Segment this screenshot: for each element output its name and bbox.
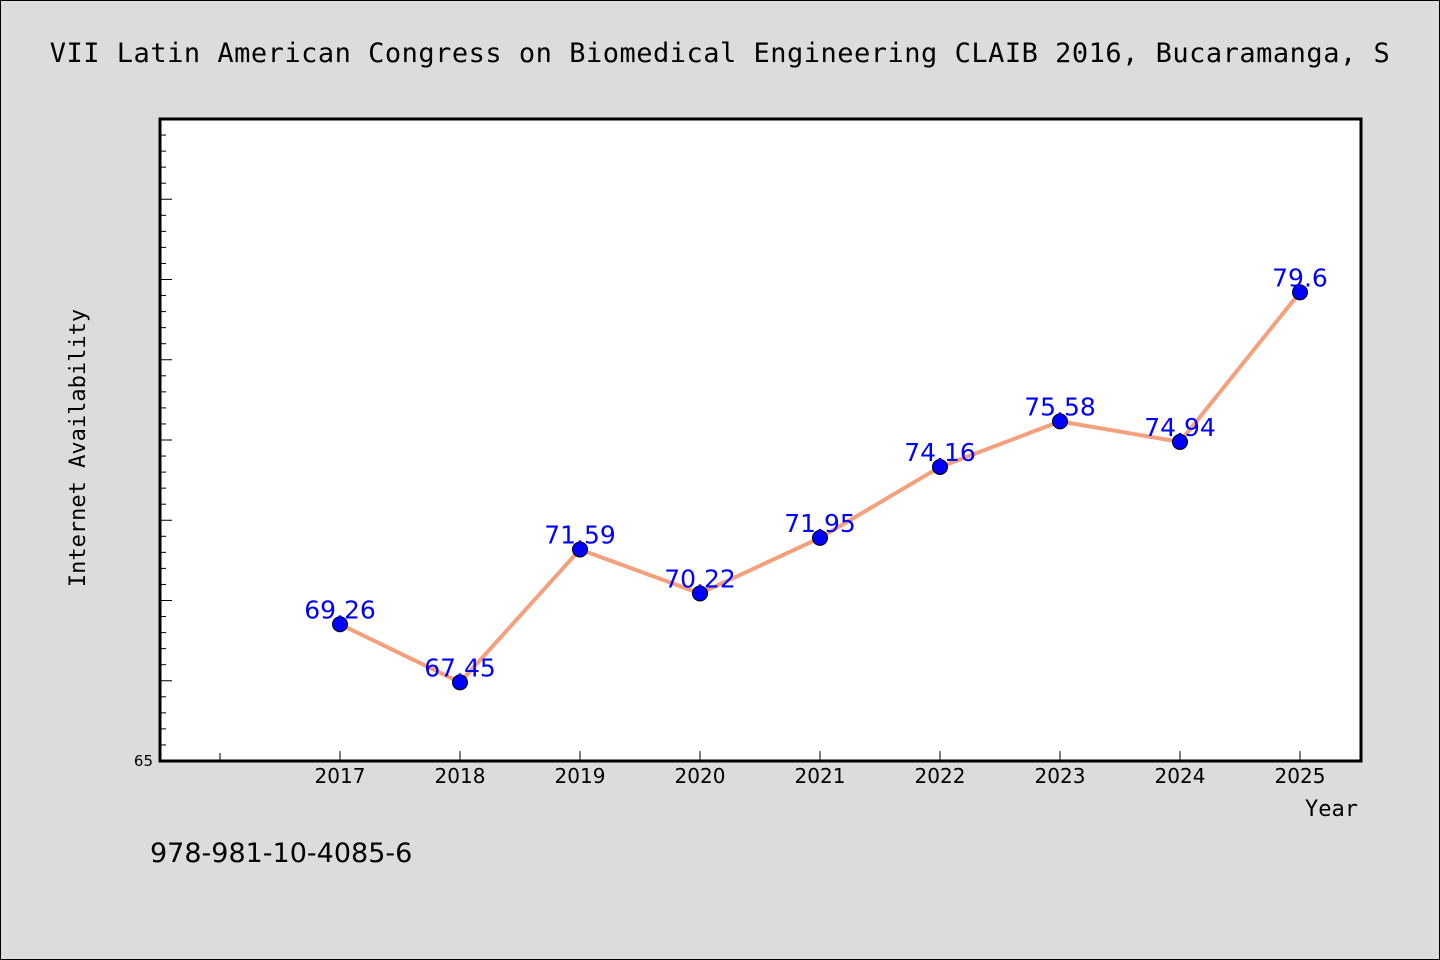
data-label: 75.58 (1024, 392, 1096, 421)
x-tick-label: 2024 (1155, 764, 1206, 788)
data-label: 71.59 (544, 520, 616, 549)
x-tick-label: 2019 (555, 764, 606, 788)
x-tick-label: 2021 (795, 764, 846, 788)
x-tick-label: 2025 (1275, 764, 1326, 788)
x-axis-label: Year (1305, 797, 1358, 822)
data-label: 71.95 (784, 509, 856, 538)
data-point (1292, 284, 1308, 301)
data-label: 74.94 (1144, 413, 1216, 442)
isbn-footer: 978-981-10-4085-6 (150, 838, 412, 869)
x-tick-label: 2023 (1035, 764, 1086, 788)
data-label: 67.45 (424, 653, 496, 682)
data-point (1052, 413, 1068, 430)
data-point (1172, 433, 1188, 450)
data-point (572, 541, 588, 558)
data-label: 79.6 (1272, 263, 1328, 292)
data-point (812, 529, 828, 546)
y-tick-label: 65 (134, 752, 153, 770)
data-point (452, 674, 468, 691)
data-label: 70.22 (664, 564, 736, 593)
data-point (932, 458, 948, 475)
x-tick-label: 2020 (675, 764, 726, 788)
x-tick-label: 2022 (915, 764, 966, 788)
y-axis-ticks: 65 (134, 118, 172, 770)
x-tick-label: 2017 (315, 764, 366, 788)
series-group: 69.26 67.45 71.59 70.22 71.95 74.16 75.58 74.94… (304, 263, 1328, 691)
x-axis-ticks: 2017 2018 2019 2020 2021 2022 2023 2024 2025 (219, 751, 1326, 788)
y-axis-label: Internet Availability (66, 309, 91, 587)
data-label: 69.26 (304, 595, 376, 624)
data-point (692, 585, 708, 602)
chart-title: VII Latin American Congress on Biomedica… (50, 38, 1390, 69)
x-tick-label: 2018 (435, 764, 486, 788)
data-point (332, 616, 348, 633)
data-label: 74.16 (904, 438, 976, 467)
